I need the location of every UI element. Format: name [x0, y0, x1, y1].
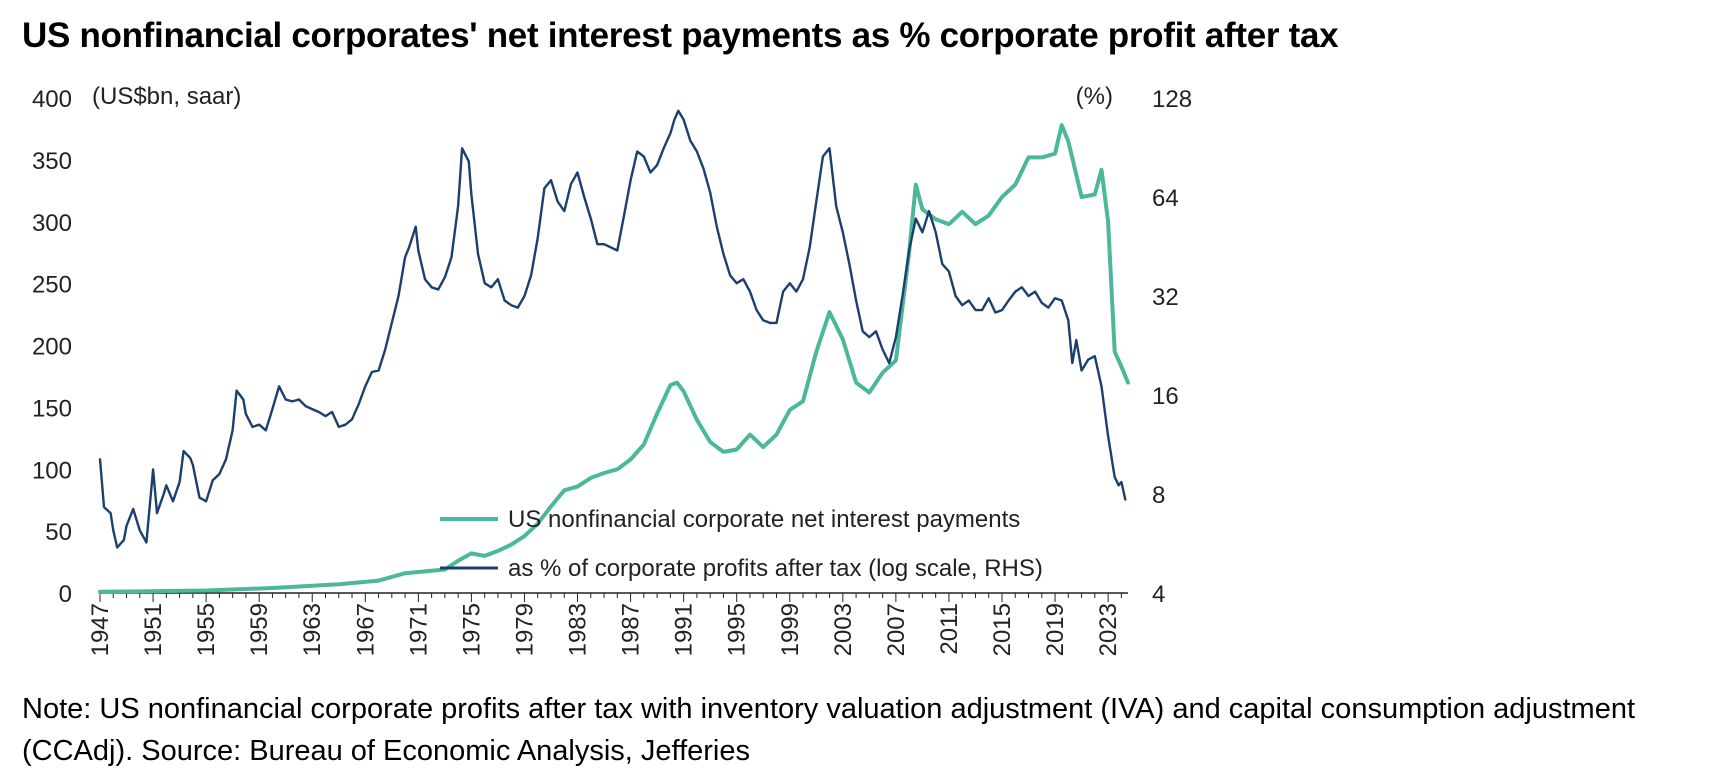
x-tick-label: 1991 [671, 603, 698, 656]
x-tick-label: 2007 [883, 603, 910, 656]
right-axis-unit: (%) [1076, 83, 1113, 110]
x-tick-label: 2023 [1095, 603, 1122, 656]
right-tick-label: 4 [1152, 581, 1165, 608]
left-tick-label: 100 [32, 457, 72, 484]
x-tick-label: 1959 [246, 603, 273, 656]
x-tick-label: 1947 [87, 603, 114, 656]
x-tick-label: 1963 [299, 603, 326, 656]
x-tick-label: 1995 [724, 603, 751, 656]
left-tick-label: 300 [32, 210, 72, 237]
chart-title: US nonfinancial corporates' net interest… [22, 16, 1339, 55]
x-tick-label: 2015 [989, 603, 1016, 656]
right-tick-label: 32 [1152, 284, 1179, 311]
series-layer [98, 109, 1130, 594]
series-line-ratio [98, 109, 1127, 549]
left-tick-label: 250 [32, 272, 72, 299]
x-tick-label: 1975 [458, 603, 485, 656]
x-tick-label: 1979 [511, 603, 538, 656]
legend-label-interest: US nonfinancial corporate net interest p… [508, 506, 1020, 533]
left-tick-label: 200 [32, 334, 72, 361]
left-tick-label: 50 [45, 519, 72, 546]
x-tick-label: 1955 [193, 603, 220, 656]
chart-area: 400 350 300 250 200 150 100 50 0 128 64 32 16 8 4 194… [32, 83, 1192, 656]
right-tick-label: 16 [1152, 383, 1179, 410]
right-tick-label: 64 [1152, 185, 1179, 212]
left-tick-label: 400 [32, 86, 72, 113]
x-tick-label: 1999 [777, 603, 804, 656]
x-tick-label: 1987 [618, 603, 645, 656]
legend-label-ratio: as % of corporate profits after tax (log… [508, 555, 1043, 582]
x-tick-label: 1983 [565, 603, 592, 656]
x-tick-label: 1967 [352, 603, 379, 656]
right-tick-label: 8 [1152, 482, 1165, 509]
legend: US nonfinancial corporate net interest p… [440, 506, 1043, 582]
x-tick-label: 2011 [936, 603, 963, 655]
chart-note: Note: US nonfinancial corporate profits … [22, 693, 1636, 767]
x-tick-label: 2003 [830, 603, 857, 656]
left-tick-label: 0 [59, 581, 72, 608]
left-tick-label: 150 [32, 395, 72, 422]
left-axis-unit: (US$bn, saar) [92, 83, 241, 110]
left-tick-label: 350 [32, 148, 72, 175]
x-tick-label: 1951 [140, 603, 167, 656]
right-axis: 128 64 32 16 8 4 [1152, 86, 1192, 608]
x-axis: 1947 1951 1955 1959 1963 1967 1971 1975 1979 1983… [87, 592, 1128, 656]
right-tick-label: 128 [1152, 86, 1192, 113]
x-tick-label: 2019 [1042, 603, 1069, 656]
x-tick-label: 1971 [405, 603, 432, 656]
left-axis: 400 350 300 250 200 150 100 50 0 [32, 86, 72, 608]
series-line-interest [98, 123, 1130, 594]
